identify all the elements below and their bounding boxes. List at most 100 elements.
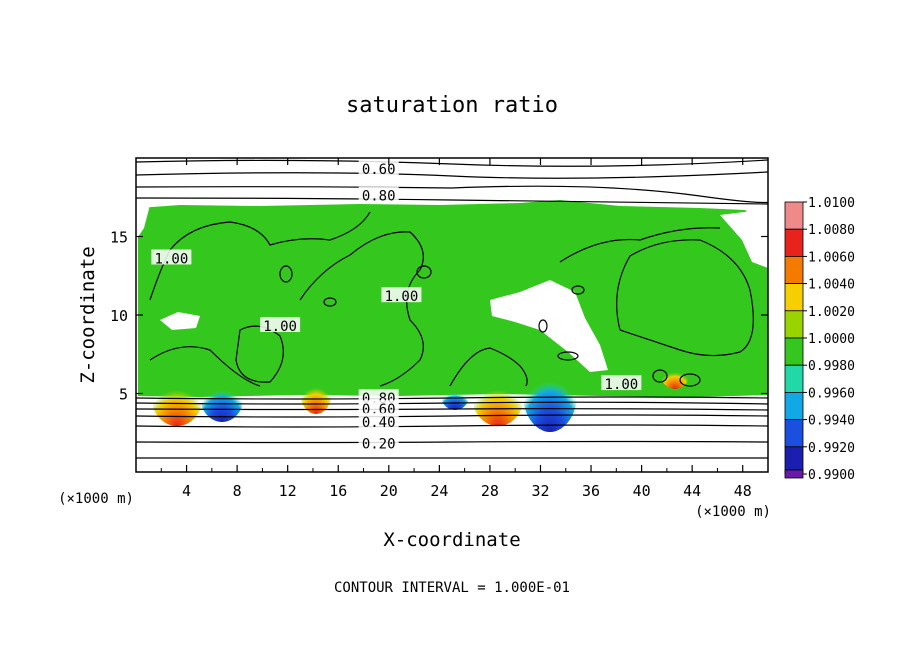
colorbar-label: 1.0060 (808, 250, 855, 265)
contour-label: 0.80 (362, 189, 396, 205)
warm-anomaly (151, 366, 203, 426)
x-axis: 4 8 12 16 20 24 28 32 36 40 44 48 (160, 158, 752, 500)
dry-patch-topleft (136, 205, 150, 240)
x-tick-label: 20 (380, 482, 398, 500)
contour-line (416, 265, 432, 279)
contour-line (149, 346, 261, 387)
y-tick-label: 10 (110, 307, 128, 325)
contour-label: 1.00 (155, 251, 189, 267)
contour-line (679, 373, 701, 387)
contour-line (136, 197, 768, 205)
contour-label-bg (601, 375, 642, 391)
contour-line (136, 159, 768, 167)
dry-patch-center (490, 280, 608, 372)
x-tick-label: 8 (233, 482, 242, 500)
contour-line (557, 351, 579, 361)
contour-line (136, 424, 768, 428)
contour-labels: 0.600.801.001.001.001.000.800.600.400.20 (151, 159, 642, 453)
contour-label: 0.60 (362, 162, 396, 178)
y-tick-label: 15 (110, 229, 128, 247)
plot-area: 0.600.801.001.001.001.000.800.600.400.20… (110, 157, 769, 500)
y-axis-label: Z-coordinate (77, 246, 99, 383)
x-tick-label: 48 (734, 482, 752, 500)
x-axis-unit: (×1000 m) (695, 504, 771, 520)
contour-label-bg (260, 316, 301, 332)
dry-patch-left (160, 312, 200, 330)
colorbar-swatch (784, 391, 804, 420)
contour-line (136, 440, 768, 444)
cool-anomaly (522, 348, 578, 432)
x-tick-label: 32 (531, 482, 549, 500)
colorbar-label: 1.0080 (808, 223, 855, 238)
colorbar-swatch (784, 469, 804, 479)
dry-patch-right (720, 210, 768, 268)
colorbar-label: 1.0020 (808, 305, 855, 320)
warm-anomaly (661, 361, 689, 389)
colorbar-swatch (784, 228, 804, 257)
contour-line (616, 239, 754, 357)
colorbar-swatch (784, 310, 804, 339)
colorbar-label: 0.9920 (808, 441, 855, 456)
warm-anomaly (300, 370, 332, 414)
contour-line (136, 408, 768, 411)
colorbar-label: 0.9940 (808, 414, 855, 429)
contour-line (559, 227, 721, 263)
contour-label: 1.00 (263, 319, 297, 335)
contour-interval: CONTOUR INTERVAL = 1.000E-01 (334, 580, 570, 596)
colorbar-swatch (784, 337, 804, 366)
contour-label-bg (381, 287, 422, 303)
chart-title: saturation ratio (346, 93, 558, 118)
contour-label-bg (358, 434, 399, 450)
x-tick-label: 12 (279, 482, 297, 500)
contour-label: 0.40 (362, 415, 396, 431)
contour-line (571, 285, 585, 295)
colorbar-label: 1.0000 (808, 332, 855, 347)
contour-line (136, 414, 768, 418)
colorbar-label: 1.0040 (808, 278, 855, 293)
colorbar-swatch (784, 201, 804, 230)
x-tick-label: 36 (582, 482, 600, 500)
contour-line (136, 396, 768, 400)
contour-label-bg (358, 412, 399, 428)
contour-line (538, 319, 548, 333)
contour-line (449, 347, 528, 387)
colorbar-label: 0.9980 (808, 359, 855, 374)
x-axis-label: X-coordinate (383, 529, 520, 551)
contour-label-bg (151, 249, 192, 265)
contour-label-bg (358, 400, 399, 416)
contour-line (136, 185, 768, 204)
x-tick-label: 40 (633, 482, 651, 500)
x-tick-label: 16 (329, 482, 347, 500)
saturation-field: 0.600.801.001.001.001.000.800.600.400.20 (136, 159, 768, 459)
contour-label: 0.20 (362, 437, 396, 453)
contour-line (323, 297, 337, 307)
contour-label-bg (358, 186, 399, 202)
colorbar-swatch (784, 419, 804, 448)
colorbar-swatch (784, 255, 804, 284)
colorbar-swatch (784, 364, 804, 393)
saturated-region (138, 200, 768, 397)
contour-label: 1.00 (605, 377, 639, 393)
colorbar-label: 0.9900 (808, 468, 855, 483)
contour-line (279, 265, 293, 283)
x-tick-label: 24 (430, 482, 448, 500)
y-axis: 5 10 15 (110, 229, 768, 404)
colorbar-label: 0.9960 (808, 386, 855, 401)
contour-line (299, 231, 424, 387)
contour-line (136, 171, 768, 179)
contour-label: 1.00 (385, 289, 419, 305)
contour-line (652, 369, 668, 383)
contour-lines (136, 159, 768, 459)
cool-anomaly (441, 382, 469, 410)
colorbar: 1.0100 1.0080 1.0060 1.0040 1.0020 1.0000 0.99… (784, 196, 855, 483)
warm-anomaly (472, 366, 524, 426)
colorbar-swatch (784, 283, 804, 312)
x-tick-label: 4 (182, 482, 191, 500)
y-tick-label: 5 (119, 386, 128, 404)
cool-anomaly (200, 370, 244, 422)
contour-line (136, 401, 768, 405)
x-tick-label: 28 (481, 482, 499, 500)
colorbar-label: 1.0100 (808, 196, 855, 211)
y-axis-unit: (×1000 m) (58, 491, 134, 507)
